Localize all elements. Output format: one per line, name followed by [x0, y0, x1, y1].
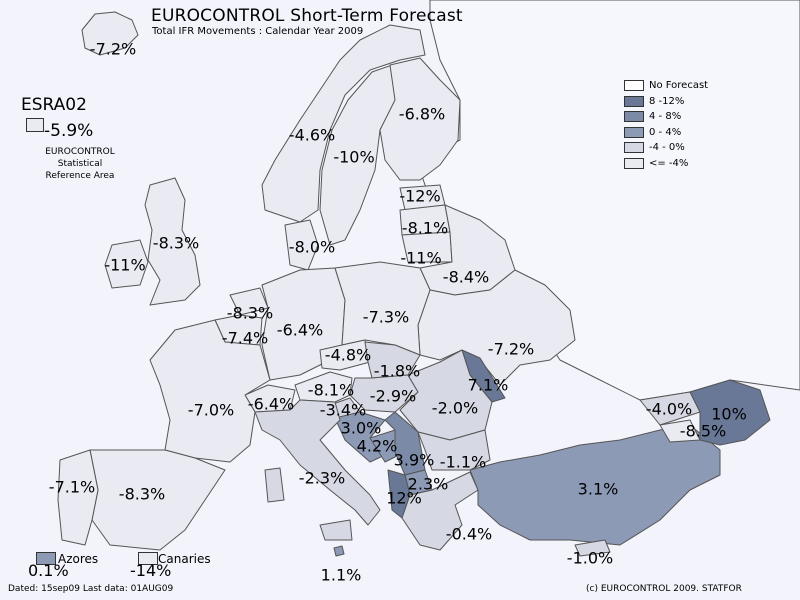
azores-swatch: [36, 552, 56, 565]
esra-description: EUROCONTROL Statistical Reference Area: [38, 146, 122, 182]
region-label-croatia: 3.0%: [340, 418, 382, 438]
esra-swatch: [26, 118, 44, 132]
region-label-italy: -2.3%: [298, 468, 346, 488]
legend-item: 8 -12%: [624, 94, 708, 110]
region-label-ireland: -11%: [104, 255, 146, 275]
region-label-azerbaijan: 10%: [711, 404, 747, 424]
region-denmark: [284, 219, 319, 271]
region-label-france: -7.0%: [187, 400, 235, 420]
region-label-hungary: -2.9%: [369, 386, 417, 406]
legend-label: 4 - 8%: [649, 111, 682, 123]
region-sicily: [319, 519, 353, 541]
region-label-united-kingdom: -8.3%: [152, 233, 200, 253]
region-france: [149, 319, 271, 463]
legend-label: No Forecast: [649, 80, 709, 92]
esra-title: ESRA02: [21, 95, 87, 115]
region-label-turkey: 3.1%: [577, 479, 619, 499]
region-turkey: [469, 424, 721, 546]
map-title: EUROCONTROL Short-Term Forecast: [151, 6, 463, 26]
legend-swatch: [624, 142, 644, 154]
legend-swatch: [624, 111, 644, 123]
region-cyprus: [574, 539, 611, 557]
region-united-kingdom: [144, 177, 201, 306]
region-label-iceland: -7.2%: [89, 39, 137, 59]
legend-swatch: [624, 126, 644, 138]
region-label-greece: -0.4%: [445, 524, 493, 544]
region-iceland: [81, 11, 139, 56]
canaries-swatch: [138, 552, 158, 565]
legend-label: 8 -12%: [649, 95, 685, 107]
map-subtitle: Total IFR Movements : Calendar Year 2009: [152, 26, 364, 37]
region-azerbaijan: [689, 379, 771, 446]
legend: No Forecast 8 -12% 4 - 8% 0 - 4% -4 - 0%…: [624, 78, 708, 171]
azores-label: Azores: [58, 552, 99, 566]
esra-description-line: Statistical: [57, 159, 103, 169]
canaries-label: Canaries: [158, 552, 211, 566]
region-ireland: [104, 239, 149, 289]
region-label-spain: -8.3%: [118, 484, 166, 504]
region-malta: [333, 545, 345, 557]
esra-value: -5.9%: [44, 121, 94, 141]
region-label-austria: -8.1%: [307, 380, 355, 400]
footer-copyright: (c) EUROCONTROL 2009. STATFOR: [586, 584, 742, 594]
region-label-norway: -4.6%: [288, 125, 336, 145]
region-label-latvia: -8.1%: [401, 218, 449, 238]
region-sardinia: [264, 467, 285, 503]
region-finland: [379, 57, 461, 181]
legend-item: No Forecast: [624, 78, 708, 94]
region-label-fyrom: 2.3%: [407, 474, 449, 494]
region-label-albania: 12%: [386, 488, 422, 508]
region-label-armenia: -8.5%: [679, 421, 727, 441]
region-label-georgia: -4.0%: [645, 399, 693, 419]
legend-swatch: [624, 157, 644, 169]
region-label-romania: -2.0%: [431, 398, 479, 418]
legend-item: 0 - 4%: [624, 125, 708, 141]
region-greece: [401, 471, 479, 551]
region-ukraine: [417, 269, 576, 386]
region-label-cyprus: -1.0%: [566, 548, 614, 568]
region-label-czech-republic: -4.8%: [324, 345, 372, 365]
esra-description-line: Reference Area: [45, 171, 115, 181]
region-label-finland: -6.8%: [398, 104, 446, 124]
region-label-belarus: -8.4%: [442, 267, 490, 287]
region-hungary: [349, 374, 419, 413]
legend-label: -4 - 0%: [649, 142, 685, 154]
region-label-germany: -6.4%: [276, 320, 324, 340]
region-italy: [254, 399, 381, 526]
legend-label: 0 - 4%: [649, 126, 682, 138]
region-label-bosnia: 4.2%: [356, 436, 398, 456]
region-label-malta: 1.1%: [320, 565, 362, 585]
region-label-belgium: -7.4%: [221, 328, 269, 348]
region-label-slovakia: -1.8%: [373, 361, 421, 381]
azores-value: 0.1%: [28, 561, 69, 580]
region-bulgaria: [417, 429, 491, 471]
legend-swatch: [624, 95, 644, 107]
legend-swatch: [624, 80, 644, 92]
footer-dated: Dated: 15sep09 Last data: 01AUG09: [8, 584, 174, 594]
legend-label: <= -4%: [649, 157, 689, 169]
esra-description-line: EUROCONTROL: [45, 147, 115, 157]
region-label-serbia: 3.9%: [393, 450, 435, 470]
region-label-portugal: -7.1%: [48, 477, 96, 497]
legend-item: 4 - 8%: [624, 109, 708, 125]
region-norway: [261, 24, 426, 223]
legend-item: -4 - 0%: [624, 140, 708, 156]
region-label-denmark: -8.0%: [288, 237, 336, 257]
region-label-lithuania: -11%: [400, 248, 442, 268]
region-label-sweden: -10%: [333, 147, 375, 167]
region-label-switzerland: -6.4%: [247, 394, 295, 414]
region-label-estonia: -12%: [399, 186, 441, 206]
region-label-slovenia: -3.4%: [319, 400, 367, 420]
region-label-netherlands: -8.3%: [226, 303, 274, 323]
legend-item: <= -4%: [624, 156, 708, 172]
region-label-bulgaria: -1.1%: [439, 452, 487, 472]
region-portugal: [57, 449, 99, 546]
region-label-poland: -7.3%: [362, 307, 410, 327]
region-label-ukraine: -7.2%: [487, 339, 535, 359]
region-label-moldova: 7.1%: [467, 375, 509, 395]
canaries-value: -14%: [130, 561, 172, 580]
